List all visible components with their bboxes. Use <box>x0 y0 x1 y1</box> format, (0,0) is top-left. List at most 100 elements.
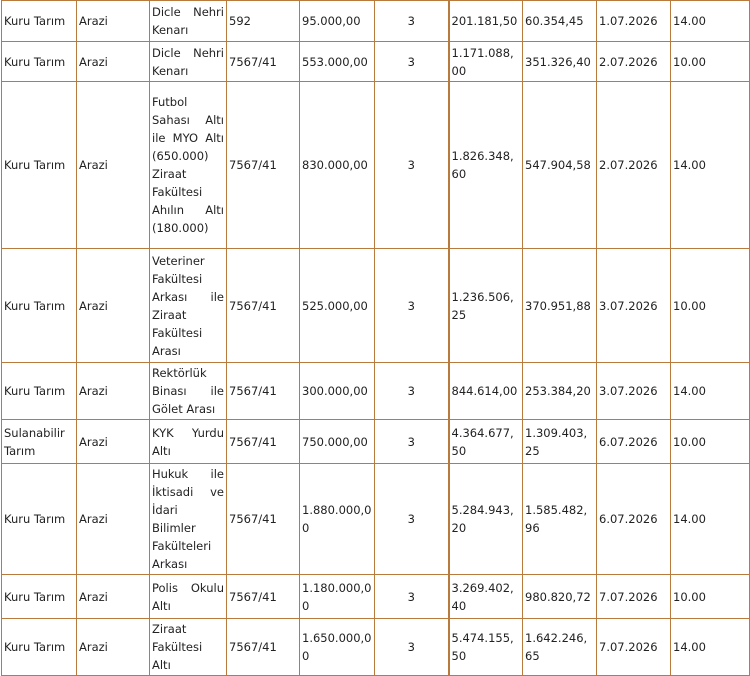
area: 750.000,00 <box>299 419 375 464</box>
date: 7.07.2026 <box>596 574 671 619</box>
deposit: 253.384,20 <box>522 362 597 420</box>
property-type: Arazi <box>76 362 150 420</box>
area: 1.650.000,00 <box>299 618 375 676</box>
date: 2.07.2026 <box>596 81 671 249</box>
time: 14.00 <box>670 618 750 676</box>
count: 3 <box>374 0 450 42</box>
area: 1.880.000,00 <box>299 463 375 575</box>
date: 3.07.2026 <box>596 248 671 363</box>
count: 3 <box>374 41 450 82</box>
property-type: Arazi <box>76 81 150 249</box>
land-type: Sulanabilir Tarım <box>1 419 77 464</box>
property-type: Arazi <box>76 0 150 42</box>
deposit: 1.642.246,65 <box>522 618 597 676</box>
amount: 1.236.506,25 <box>448 248 523 363</box>
deposit: 1.309.403,25 <box>522 419 597 464</box>
date: 3.07.2026 <box>596 362 671 420</box>
count: 3 <box>374 248 450 363</box>
land-type: Kuru Tarım <box>1 618 77 676</box>
property-type: Arazi <box>76 41 150 82</box>
parcel: 592 <box>226 0 300 42</box>
deposit: 370.951,88 <box>522 248 597 363</box>
date: 2.07.2026 <box>596 41 671 82</box>
time: 14.00 <box>670 463 750 575</box>
time: 10.00 <box>670 574 750 619</box>
deposit: 1.585.482,96 <box>522 463 597 575</box>
table-row: Sulanabilir Tarım Arazi KYK Yurdu Altı 7567… <box>1 419 750 464</box>
property-type: Arazi <box>76 419 150 464</box>
land-type: Kuru Tarım <box>1 574 77 619</box>
amount: 4.364.677,50 <box>448 419 523 464</box>
location: Polis Okulu Altı <box>149 574 227 619</box>
property-type: Arazi <box>76 618 150 676</box>
table-row: Kuru Tarım Arazi Futbol Sahası Altı ile MY… <box>1 81 750 249</box>
date: 1.07.2026 <box>596 0 671 42</box>
table-row: Kuru Tarım Arazi Dicle Nehri Kenarı 7567/41… <box>1 41 750 82</box>
table-row: Kuru Tarım Arazi Ziraat Fakültesi Altı 7567… <box>1 618 750 676</box>
property-type: Arazi <box>76 574 150 619</box>
date: 6.07.2026 <box>596 419 671 464</box>
land-type: Kuru Tarım <box>1 41 77 82</box>
area: 1.180.000,00 <box>299 574 375 619</box>
location: Ziraat Fakültesi Altı <box>149 618 227 676</box>
time: 10.00 <box>670 248 750 363</box>
area: 553.000,00 <box>299 41 375 82</box>
amount: 201.181,50 <box>448 0 523 42</box>
deposit: 547.904,58 <box>522 81 597 249</box>
amount: 844.614,00 <box>448 362 523 420</box>
table-row: Kuru Tarım Arazi Hukuk ile İktisadi ve İda… <box>1 463 750 575</box>
parcel: 7567/41 <box>226 574 300 619</box>
time: 14.00 <box>670 362 750 420</box>
amount: 5.474.155,50 <box>448 618 523 676</box>
parcel: 7567/41 <box>226 419 300 464</box>
location: Hukuk ile İktisadi ve İdari Bilimler Fak… <box>149 463 227 575</box>
parcel: 7567/41 <box>226 362 300 420</box>
location: Veteriner Fakültesi Arkası ile Ziraat Fa… <box>149 248 227 363</box>
land-type: Kuru Tarım <box>1 81 77 249</box>
date: 6.07.2026 <box>596 463 671 575</box>
location: Futbol Sahası Altı ile MYO Altı (650.000… <box>149 81 227 249</box>
table-row: Kuru Tarım Arazi Rektörlük Binası ile Göle… <box>1 362 750 420</box>
date: 7.07.2026 <box>596 618 671 676</box>
deposit: 60.354,45 <box>522 0 597 42</box>
amount: 3.269.402,40 <box>448 574 523 619</box>
area: 300.000,00 <box>299 362 375 420</box>
land-type: Kuru Tarım <box>1 362 77 420</box>
count: 3 <box>374 419 450 464</box>
area: 830.000,00 <box>299 81 375 249</box>
time: 10.00 <box>670 41 750 82</box>
count: 3 <box>374 574 450 619</box>
table-row: Kuru Tarım Arazi Polis Okulu Altı 7567/41 1.… <box>1 574 750 619</box>
time: 14.00 <box>670 81 750 249</box>
location: Rektörlük Binası ile Gölet Arası <box>149 362 227 420</box>
count: 3 <box>374 618 450 676</box>
land-type: Kuru Tarım <box>1 248 77 363</box>
parcel: 7567/41 <box>226 618 300 676</box>
parcel: 7567/41 <box>226 248 300 363</box>
amount: 1.826.348,60 <box>448 81 523 249</box>
property-type: Arazi <box>76 248 150 363</box>
land-type: Kuru Tarım <box>1 463 77 575</box>
count: 3 <box>374 81 450 249</box>
table-row: Kuru Tarım Arazi Dicle Nehri Kenarı 592 95.0… <box>1 0 750 42</box>
time: 10.00 <box>670 419 750 464</box>
location: Dicle Nehri Kenarı <box>149 41 227 82</box>
location: KYK Yurdu Altı <box>149 419 227 464</box>
table-row: Kuru Tarım Arazi Veteriner Fakültesi Arkas… <box>1 248 750 363</box>
property-type: Arazi <box>76 463 150 575</box>
area: 525.000,00 <box>299 248 375 363</box>
area: 95.000,00 <box>299 0 375 42</box>
parcel: 7567/41 <box>226 463 300 575</box>
amount: 5.284.943,20 <box>448 463 523 575</box>
parcel: 7567/41 <box>226 41 300 82</box>
time: 14.00 <box>670 0 750 42</box>
count: 3 <box>374 362 450 420</box>
parcel: 7567/41 <box>226 81 300 249</box>
deposit: 980.820,72 <box>522 574 597 619</box>
amount: 1.171.088,00 <box>448 41 523 82</box>
deposit: 351.326,40 <box>522 41 597 82</box>
land-type: Kuru Tarım <box>1 0 77 42</box>
location: Dicle Nehri Kenarı <box>149 0 227 42</box>
